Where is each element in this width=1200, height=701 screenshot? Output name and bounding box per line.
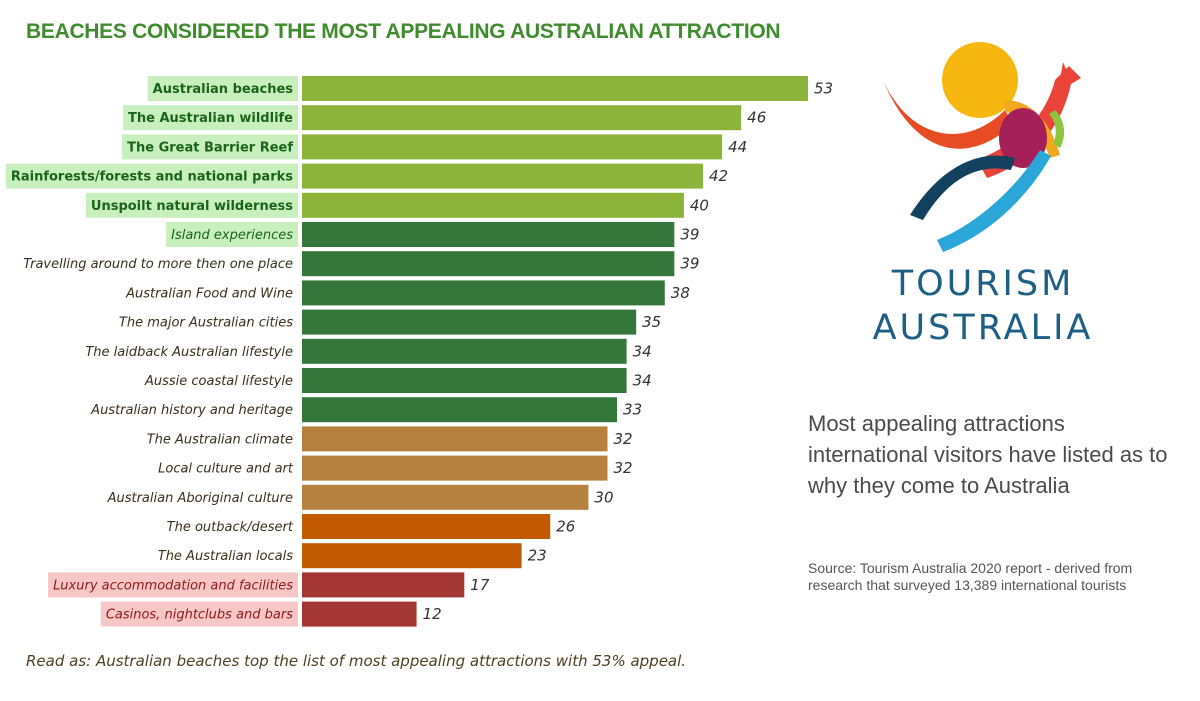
value-label: 17 — [470, 576, 490, 594]
brand-line-2: AUSTRALIA — [872, 308, 1094, 348]
bar — [302, 192, 684, 218]
bar — [302, 163, 703, 189]
chart-caption: Most appealing attractions international… — [808, 411, 1168, 498]
label-highlight — [85, 192, 298, 218]
category-label: The major Australian cities — [119, 316, 293, 331]
value-label: 40 — [690, 196, 709, 214]
bar-chart: Australian beaches 53 The Australian wildl… — [5, 76, 833, 627]
value-label: 30 — [594, 488, 613, 506]
bar — [302, 105, 742, 131]
bar — [302, 338, 627, 364]
label-highlight — [122, 134, 298, 160]
category-label: The Australian wildlife — [128, 111, 293, 126]
value-label: 39 — [680, 255, 699, 273]
value-label: 44 — [728, 138, 747, 156]
bar — [302, 222, 675, 247]
value-label: 42 — [709, 167, 728, 185]
value-label: 26 — [556, 518, 575, 536]
category-label: Unspoilt natural wilderness — [91, 199, 293, 214]
read-as-footnote: Read as: Australian beaches top the list… — [26, 652, 687, 670]
category-label: Travelling around to more then one place — [23, 257, 293, 272]
bar — [302, 280, 665, 306]
label-highlight — [123, 105, 298, 131]
label-highlight — [166, 222, 298, 247]
bar — [302, 601, 417, 627]
value-label: 35 — [642, 313, 661, 331]
label-highlight — [5, 163, 298, 189]
bar — [302, 543, 522, 569]
label-highlight — [100, 601, 298, 627]
category-label: Australian Food and Wine — [125, 286, 293, 301]
category-label: Local culture and art — [158, 462, 294, 477]
bar — [302, 426, 608, 452]
value-label: 34 — [633, 372, 652, 390]
label-highlight — [48, 572, 298, 598]
bar — [302, 134, 723, 160]
value-label: 23 — [528, 547, 547, 565]
bar — [302, 76, 808, 101]
chart-title: BEACHES CONSIDERED THE MOST APPEALING AU… — [26, 20, 781, 43]
value-label: 32 — [614, 459, 633, 477]
bar — [302, 484, 589, 510]
value-label: 39 — [680, 226, 699, 244]
category-label: Luxury accommodation and facilities — [53, 578, 293, 593]
brand-line-1: TOURISM — [891, 264, 1075, 304]
bar — [302, 368, 627, 393]
category-label: The outback/desert — [167, 520, 294, 535]
category-label: Rainforests/forests and national parks — [11, 170, 293, 185]
category-label: Australian Aboriginal culture — [107, 491, 293, 506]
category-label: The Great Barrier Reef — [127, 140, 293, 155]
brand-wordmark: TOURISM AUSTRALIA — [858, 262, 1108, 350]
category-label: Aussie coastal lifestyle — [144, 374, 293, 389]
bar — [302, 251, 675, 277]
category-label: The laidback Australian lifestyle — [85, 345, 293, 360]
kangaroo-logo-icon — [883, 42, 1081, 252]
value-label: 33 — [623, 401, 642, 419]
label-highlight — [147, 76, 298, 101]
value-label: 34 — [633, 342, 652, 360]
bar — [302, 397, 618, 423]
category-label: Australian beaches — [153, 82, 294, 97]
value-label: 53 — [814, 80, 833, 98]
value-label: 12 — [423, 605, 442, 623]
category-label: Australian history and heritage — [90, 403, 293, 418]
bar — [302, 309, 637, 335]
value-label: 46 — [747, 109, 766, 127]
bar — [302, 572, 465, 598]
bar — [302, 514, 551, 539]
value-label: 38 — [671, 284, 690, 302]
category-label: The Australian locals — [158, 549, 293, 564]
value-label: 32 — [614, 430, 633, 448]
category-label: Casinos, nightclubs and bars — [106, 608, 293, 623]
source-note: Source: Tourism Australia 2020 report - … — [808, 560, 1133, 593]
category-label: The Australian climate — [147, 432, 293, 447]
category-label: Island experiences — [171, 228, 293, 243]
bar — [302, 455, 608, 481]
